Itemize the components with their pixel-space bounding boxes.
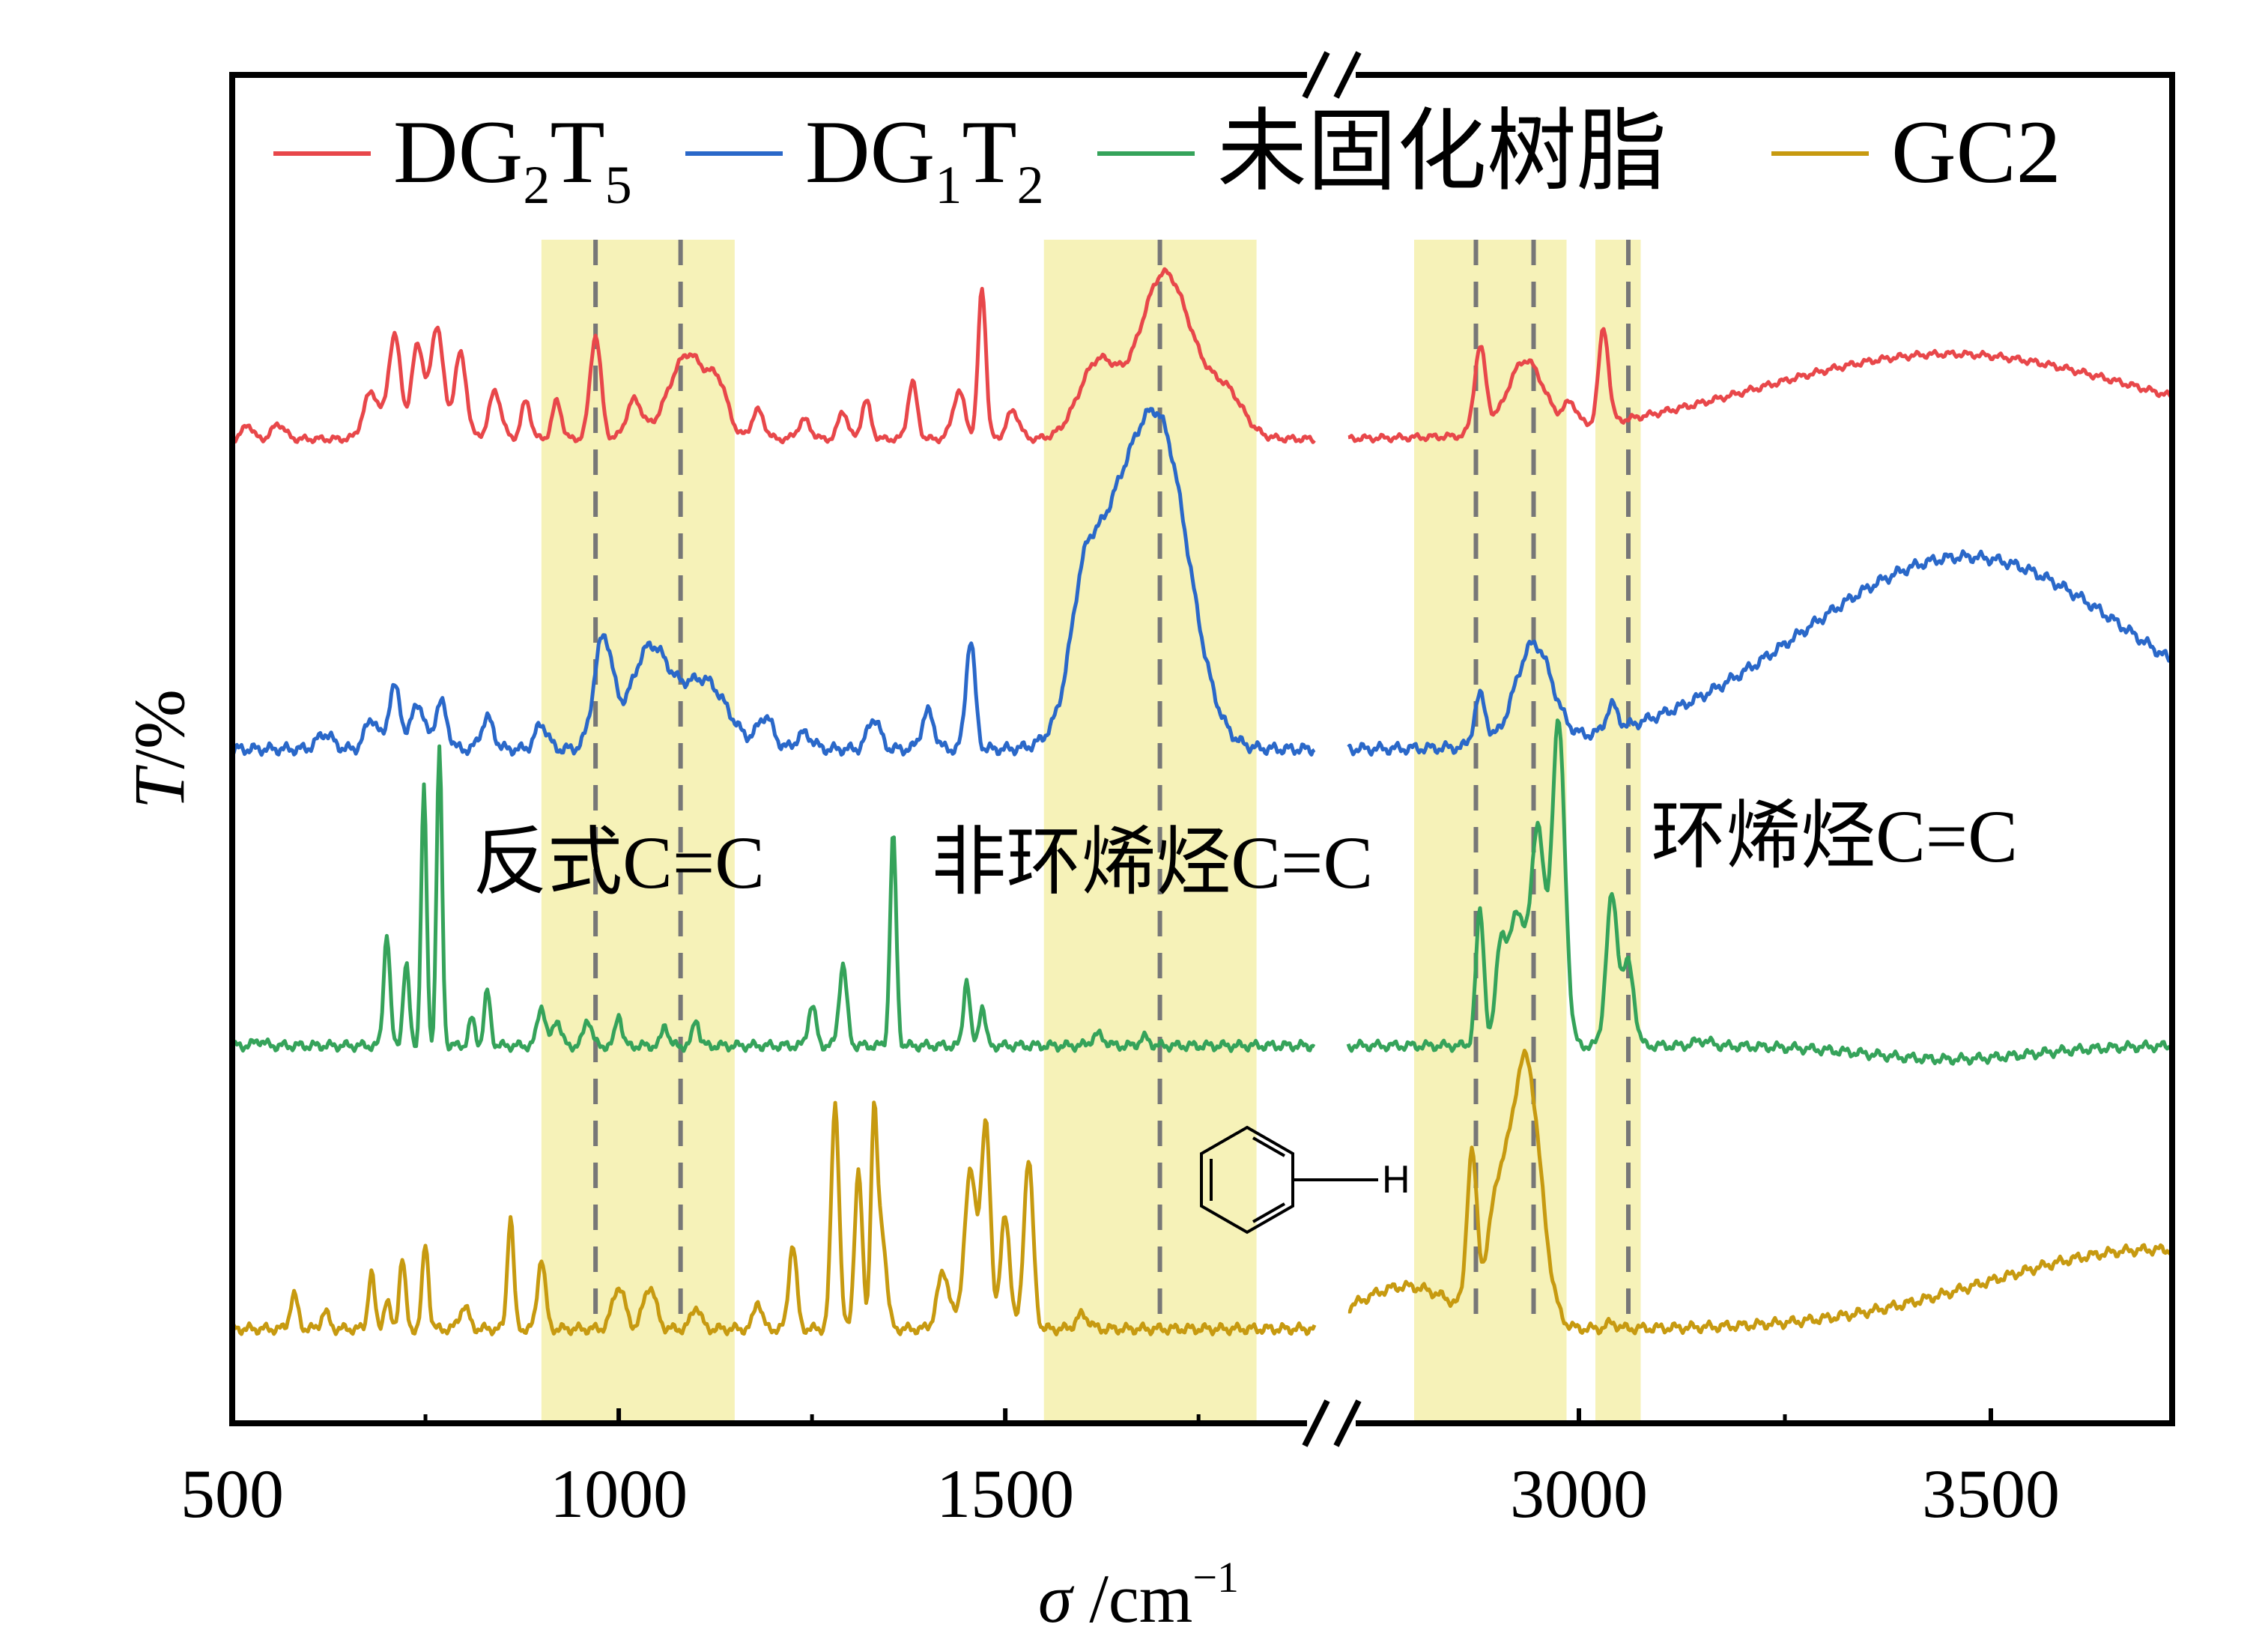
- benzene-structure-icon: H: [1200, 1125, 1410, 1235]
- highlight-band-1: [1043, 240, 1257, 1423]
- x-tick-label-0: 500: [181, 1455, 284, 1532]
- break-mark-top-2: [1333, 51, 1362, 99]
- annotations: 反式C=C 非环烯烃C=C 环烯烃C=C: [473, 795, 2018, 904]
- legend-label-3: GC2: [1891, 102, 2061, 202]
- legend-label-1: DG1T2: [805, 102, 1044, 215]
- y-axis-title: T/%: [119, 689, 199, 809]
- series-line-1-segment-0: [231, 407, 1316, 757]
- x-axis-exponent: −1: [1192, 1553, 1239, 1602]
- series-line-0-segment-0: [231, 267, 1316, 445]
- y-axis-unit: /%: [119, 689, 199, 769]
- x-ticks: 500 1000 1500 3000 3500: [181, 1408, 2060, 1532]
- x-tick-label-3: 3000: [1510, 1455, 1648, 1532]
- series-line-3-segment-0: [231, 1100, 1317, 1336]
- annotation-2: 环烯烃C=C: [1651, 795, 2018, 878]
- annotation-1: 非环烯烃C=C: [931, 821, 1373, 904]
- legend-label-0: DG2T5: [393, 102, 632, 215]
- break-mark-top-1: [1302, 51, 1330, 99]
- break-mark-bottom-2: [1333, 1399, 1362, 1447]
- annotation-0: 反式C=C: [473, 821, 765, 904]
- series-line-1-segment-1: [1347, 549, 2174, 757]
- x-tick-label-1: 1000: [550, 1455, 688, 1532]
- axis-break-marks: [1302, 51, 1362, 1447]
- x-axis-unit: /cm: [1072, 1560, 1192, 1637]
- legend: DG2T5 DG1T2 未固化树脂 GC2: [273, 102, 2061, 215]
- x-tick-label-2: 1500: [936, 1455, 1074, 1532]
- highlight-band-3: [1595, 240, 1641, 1423]
- series-line-0-segment-1: [1347, 327, 2173, 444]
- break-mark-bottom-1: [1302, 1399, 1330, 1447]
- legend-label-2: 未固化树脂: [1217, 102, 1667, 202]
- y-axis-symbol: T: [119, 764, 199, 809]
- series-line-2-segment-0: [230, 744, 1316, 1053]
- series-line-2-segment-1: [1346, 718, 2174, 1066]
- hydrogen-label: H: [1382, 1158, 1410, 1202]
- spectra-series: [230, 267, 2174, 1336]
- plot-frame: [229, 72, 2175, 1426]
- highlight-band-2: [1414, 240, 1567, 1423]
- x-axis-title: σ /cm−1: [1038, 1553, 1239, 1637]
- x-axis-symbol: σ: [1038, 1560, 1075, 1637]
- series-line-3-segment-1: [1347, 1048, 2174, 1336]
- x-tick-label-4: 3500: [1922, 1455, 2060, 1532]
